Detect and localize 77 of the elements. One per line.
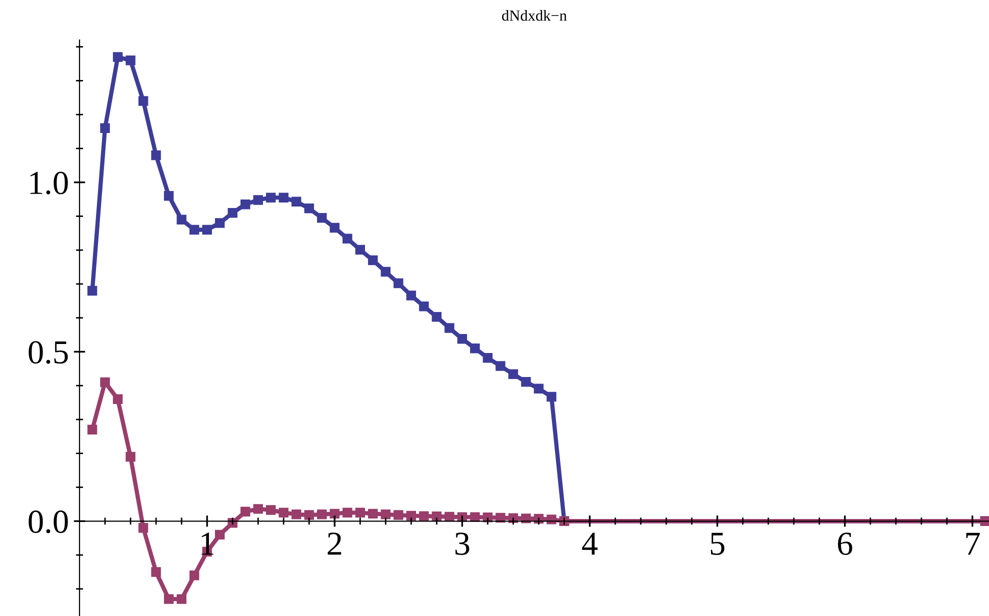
point (342, 234, 352, 244)
point (278, 508, 288, 518)
point (164, 594, 174, 604)
point (292, 510, 302, 520)
point (330, 222, 340, 233)
point (240, 506, 250, 517)
point (304, 204, 314, 214)
point (355, 508, 366, 518)
point (126, 56, 136, 66)
point (496, 512, 506, 523)
point (470, 512, 480, 522)
point (304, 510, 314, 520)
point (444, 323, 454, 333)
point (126, 452, 136, 462)
point (214, 218, 225, 228)
point (266, 192, 276, 202)
point (394, 278, 404, 288)
point (342, 508, 352, 518)
point (419, 511, 429, 521)
point (100, 377, 110, 388)
point (278, 192, 288, 202)
point (368, 508, 378, 519)
point (164, 191, 174, 201)
point (508, 369, 518, 379)
point (292, 196, 302, 207)
chart-title: dNdxdk−n (502, 10, 567, 21)
point (228, 208, 238, 218)
x-tick-label: 3 (455, 532, 470, 556)
y-tick-label: 1.0 (30, 172, 68, 194)
point (521, 377, 531, 387)
point (521, 514, 531, 524)
point (546, 514, 556, 524)
point (253, 504, 263, 514)
point (266, 505, 276, 515)
point (380, 510, 391, 520)
point (394, 510, 404, 520)
point (87, 286, 98, 296)
point (355, 244, 366, 255)
point (317, 213, 327, 223)
point (240, 199, 250, 210)
point (138, 523, 148, 533)
point (214, 530, 225, 540)
point (444, 512, 454, 522)
point (380, 266, 391, 277)
point (419, 301, 429, 312)
point (432, 312, 442, 322)
point (330, 508, 340, 519)
point (317, 510, 327, 520)
point (176, 594, 186, 604)
point (457, 334, 468, 344)
point (406, 510, 416, 521)
x-tick-label: 7 (966, 532, 980, 555)
x-tick-label: 2 (328, 532, 342, 555)
y-tick-label: 0.0 (28, 510, 68, 534)
point (189, 570, 200, 580)
point (202, 224, 212, 235)
point (87, 424, 98, 435)
x-tick-label: 5 (710, 532, 724, 556)
point (406, 290, 416, 300)
point (470, 343, 480, 354)
point (368, 255, 378, 266)
point (189, 224, 200, 235)
point (151, 567, 161, 577)
point (496, 361, 506, 371)
point (100, 123, 110, 133)
x-tick-label: 6 (838, 532, 852, 556)
y-tick-label: 0.5 (28, 341, 68, 364)
point (534, 384, 544, 394)
point (253, 195, 263, 205)
point (151, 150, 161, 160)
point (112, 52, 123, 62)
point (546, 392, 556, 402)
x-tick-label: 4 (582, 532, 598, 555)
point (176, 214, 186, 224)
point (112, 394, 123, 404)
point (482, 352, 493, 363)
point (138, 96, 148, 106)
